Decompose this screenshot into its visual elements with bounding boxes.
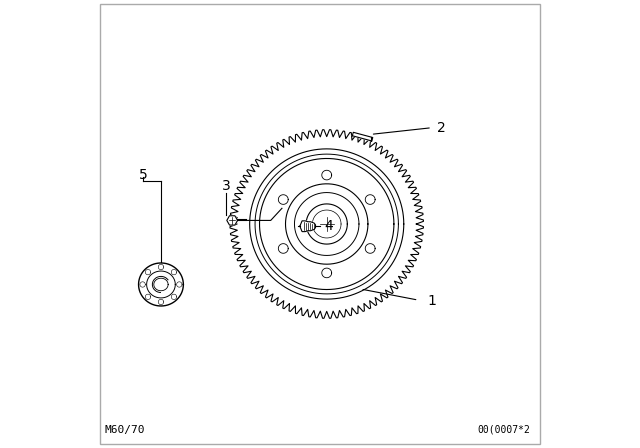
Polygon shape <box>365 244 375 253</box>
Polygon shape <box>147 271 175 298</box>
Polygon shape <box>227 216 237 225</box>
Polygon shape <box>300 221 316 232</box>
Polygon shape <box>365 195 375 204</box>
Polygon shape <box>230 129 424 319</box>
Polygon shape <box>285 184 368 264</box>
Polygon shape <box>260 159 394 289</box>
Text: 4: 4 <box>324 219 333 233</box>
Polygon shape <box>154 278 168 291</box>
Polygon shape <box>306 204 348 244</box>
Polygon shape <box>278 195 288 204</box>
Polygon shape <box>250 149 404 299</box>
Text: 3: 3 <box>221 179 230 193</box>
Text: M60/70: M60/70 <box>105 425 145 435</box>
Text: 00(0007*2: 00(0007*2 <box>477 425 531 435</box>
Text: 1: 1 <box>428 294 436 308</box>
Polygon shape <box>278 244 288 253</box>
Text: 2: 2 <box>437 121 446 135</box>
Polygon shape <box>353 132 372 141</box>
Polygon shape <box>139 263 184 306</box>
Polygon shape <box>322 268 332 278</box>
Text: 5: 5 <box>139 168 147 182</box>
Polygon shape <box>322 170 332 180</box>
